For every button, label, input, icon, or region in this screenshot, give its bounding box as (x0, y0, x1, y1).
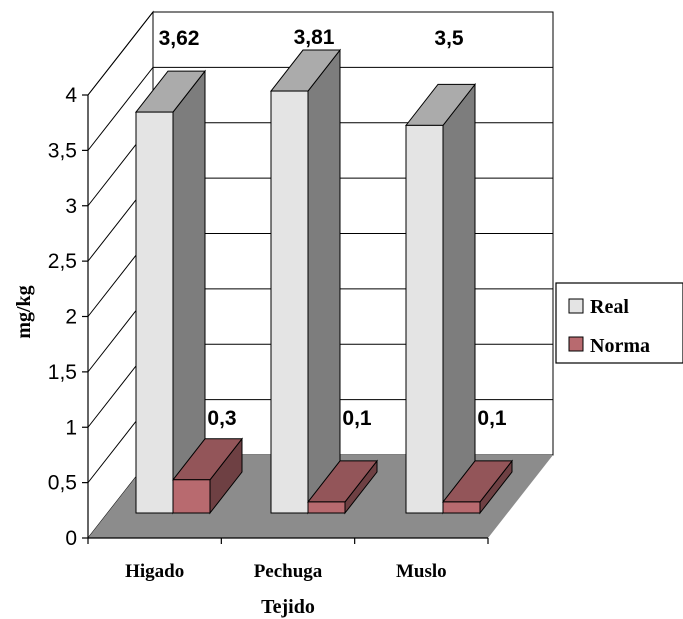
legend: Real Norma (555, 282, 683, 364)
x-axis-title: Tejido (261, 596, 315, 618)
bars (134, 48, 514, 515)
bar-norma-higado (171, 437, 244, 515)
y-tick-label: 2 (65, 306, 77, 329)
data-label-real-pechuga: 3,81 (294, 26, 335, 49)
y-tick-label: 2,5 (48, 250, 77, 273)
gridline (87, 11, 553, 96)
legend-label-real: Real (590, 296, 629, 318)
data-label-real-muslo: 3,5 (434, 27, 464, 50)
bar-real-muslo (404, 82, 477, 515)
x-category-label: Pechuga (254, 561, 323, 582)
y-tick-label: 3,5 (48, 139, 77, 162)
y-tick-label: 0 (65, 527, 77, 550)
bar-norma-muslo (441, 459, 514, 515)
legend-swatch-norma (568, 336, 584, 352)
x-category-label: Higado (125, 561, 184, 582)
y-tick-label: 1,5 (48, 361, 77, 384)
bar-norma-pechuga (306, 459, 379, 515)
data-label-norma-pechuga: 0,1 (342, 407, 372, 430)
y-axis-title: mg/kg (13, 285, 35, 338)
data-label-real-higado: 3,62 (159, 27, 200, 50)
data-label-norma-muslo: 0,1 (477, 407, 507, 430)
y-axis: 0 0,5 1 1,5 2 2,5 3 3,5 4 (48, 84, 489, 550)
legend-swatch-real (568, 298, 584, 314)
y-tick-label: 4 (65, 84, 77, 107)
bar-real-pechuga (269, 48, 342, 515)
y-tick-label: 0,5 (48, 472, 77, 495)
y-tick-label: 3 (65, 195, 77, 218)
x-category-label: Muslo (396, 561, 447, 582)
bar-real-higado (134, 69, 207, 515)
x-axis-categories: Higado Pechuga Muslo (125, 561, 447, 582)
gridline (87, 66, 553, 151)
data-labels: 3,62 0,3 3,81 0,1 3,5 0,1 (159, 26, 507, 430)
y-tick-label: 1 (65, 416, 77, 439)
legend-label-norma: Norma (590, 335, 650, 357)
data-label-norma-higado: 0,3 (207, 407, 236, 430)
